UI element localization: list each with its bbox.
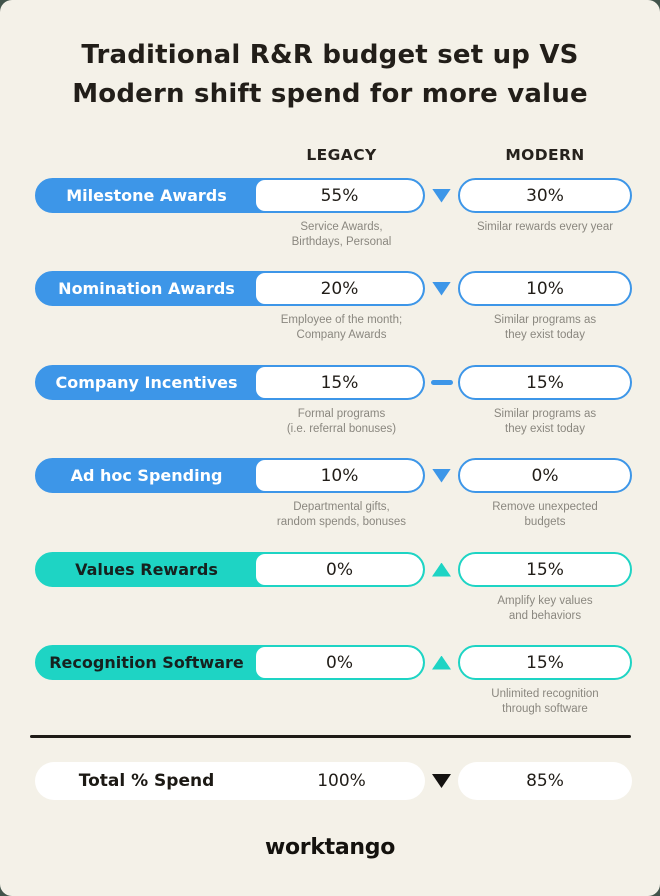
worktango-logo: worktango (264, 835, 396, 860)
decrease-arrow-icon (425, 281, 458, 296)
category-label: Milestone Awards (66, 186, 227, 205)
modern-value: 0% (458, 458, 632, 493)
category-label: Values Rewards (75, 560, 218, 579)
total-modern-value: 85% (458, 762, 632, 800)
row-main: Recognition Software 0% 15% (35, 645, 660, 680)
legacy-value: 15% (256, 367, 423, 398)
row-values-rewards: Values Rewards 0% 15% Amplify key values… (0, 552, 660, 624)
row-main: Nomination Awards 20% 10% (35, 271, 660, 306)
legacy-value: 10% (256, 460, 423, 491)
row-notes: Amplify key values and behaviors (35, 594, 660, 624)
row-main: Ad hoc Spending 10% 0% (35, 458, 660, 493)
row-notes: Departmental gifts, random spends, bonus… (35, 500, 660, 530)
modern-note: Similar programs as they exist today (493, 408, 597, 435)
legacy-value: 55% (256, 180, 423, 211)
row-notes: Formal programs (i.e. referral bonuses) … (35, 407, 660, 437)
modern-note: Unlimited recognition through software (491, 688, 599, 715)
legacy-note: Formal programs (i.e. referral bonuses) (286, 408, 397, 435)
row-main: Company Incentives 15% 15% (35, 365, 660, 400)
row-notes: Employee of the month; Company Awards Si… (35, 313, 660, 343)
modern-note: Similar programs as they exist today (493, 314, 597, 341)
no-change-dash-icon (425, 380, 458, 385)
total-label: Total % Spend (78, 771, 215, 791)
modern-note: Remove unexpected budgets (492, 501, 598, 528)
legacy-capsule: Milestone Awards 55% (35, 178, 425, 213)
row-main: Values Rewards 0% 15% (35, 552, 660, 587)
total-legacy-value: 100% (317, 771, 366, 791)
column-header-modern: MODERN (505, 146, 585, 164)
modern-value: 30% (458, 178, 632, 213)
column-headers: LEGACY MODERN (0, 146, 660, 166)
category-label: Recognition Software (49, 653, 244, 672)
legacy-note: Employee of the month; Company Awards (280, 314, 403, 341)
legacy-value: 20% (256, 273, 423, 304)
category-label: Nomination Awards (58, 279, 235, 298)
modern-note: Amplify key values and behaviors (497, 595, 593, 622)
modern-note: Similar rewards every year (476, 221, 614, 233)
legacy-value: 0% (256, 647, 423, 678)
page-title: Traditional R&R budget set up VS Modern … (0, 36, 660, 114)
legacy-capsule: Ad hoc Spending 10% (35, 458, 425, 493)
decrease-arrow-icon (425, 188, 458, 203)
legacy-capsule: Values Rewards 0% (35, 552, 425, 587)
row-main: Milestone Awards 55% 30% (35, 178, 660, 213)
triangle-glyph (432, 281, 451, 296)
total-divider-line (30, 735, 631, 738)
row-notes: Service Awards, Birthdays, Personal Simi… (35, 220, 660, 250)
total-legacy-pill: Total % Spend 100% (35, 762, 425, 800)
increase-arrow-icon (425, 655, 458, 670)
triangle-glyph (432, 562, 451, 577)
column-header-legacy: LEGACY (306, 146, 377, 164)
legacy-capsule: Recognition Software 0% (35, 645, 425, 680)
row-notes: Unlimited recognition through software (35, 687, 660, 717)
dash-glyph (430, 380, 453, 385)
row-ad-hoc-spending: Ad hoc Spending 10% 0% Departmental gift… (0, 458, 660, 530)
category-label: Company Incentives (55, 373, 238, 392)
row-company-incentives: Company Incentives 15% 15% Formal progra… (0, 365, 660, 437)
category-label: Ad hoc Spending (70, 466, 223, 485)
legacy-capsule: Nomination Awards 20% (35, 271, 425, 306)
decrease-arrow-icon (425, 762, 458, 800)
triangle-glyph (432, 655, 451, 670)
modern-value: 15% (458, 365, 632, 400)
triangle-glyph (432, 468, 451, 483)
legacy-capsule: Company Incentives 15% (35, 365, 425, 400)
row-nomination-awards: Nomination Awards 20% 10% Employee of th… (0, 271, 660, 343)
legacy-value: 0% (256, 554, 423, 585)
legacy-note: Departmental gifts, random spends, bonus… (276, 501, 407, 528)
modern-value: 10% (458, 271, 632, 306)
page-title-line1: Traditional R&R budget set up VS (81, 40, 579, 70)
row-milestone-awards: Milestone Awards 55% 30% Service Awards,… (0, 178, 660, 250)
triangle-glyph (432, 774, 451, 788)
legacy-note: Service Awards, Birthdays, Personal (291, 221, 392, 248)
page-title-line2: Modern shift spend for more value (72, 79, 588, 109)
increase-arrow-icon (425, 562, 458, 577)
total-row: Total % Spend 100% 85% (0, 762, 660, 800)
triangle-glyph (432, 188, 451, 203)
decrease-arrow-icon (425, 468, 458, 483)
row-recognition-software: Recognition Software 0% 15% Unlimited re… (0, 645, 660, 717)
modern-value: 15% (458, 552, 632, 587)
modern-value: 15% (458, 645, 632, 680)
